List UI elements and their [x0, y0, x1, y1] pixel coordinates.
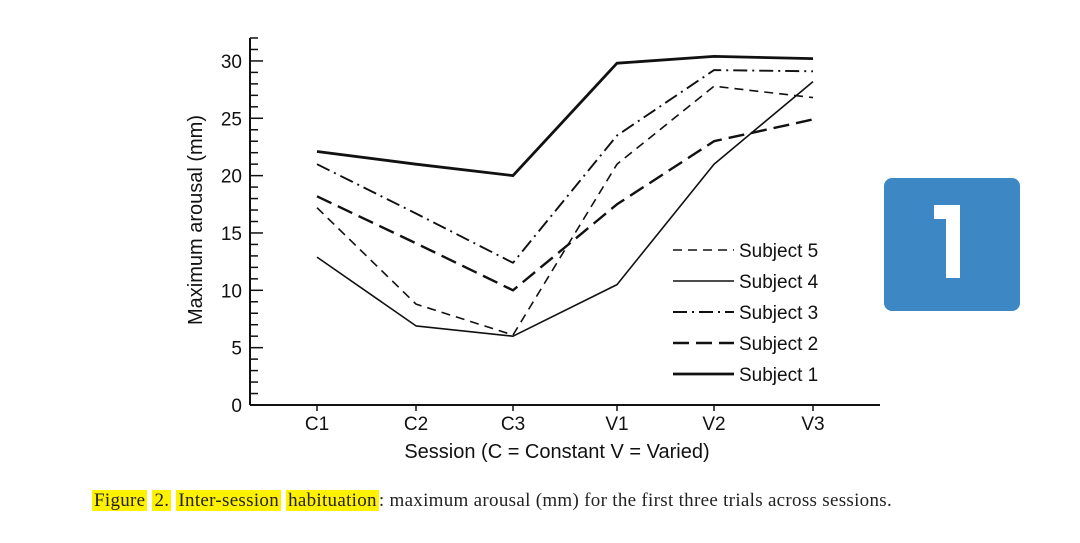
caption-title: Inter-session [176, 490, 281, 511]
y-axis-title: Maximum arousal (mm) [185, 115, 207, 325]
series-line [316, 69, 814, 264]
y-tick-label: 10 [221, 281, 242, 302]
badge-number: 1 [952, 297, 953, 299]
x-tick-label: V3 [801, 414, 824, 435]
legend-label: Subject 4 [739, 272, 819, 293]
caption-text: : maximum arousal (mm) for the first thr… [378, 490, 893, 511]
y-tick-label: 5 [231, 339, 242, 360]
legend: Subject 5 Subject 4 Subject 3 Subject 2 Subj… [673, 241, 819, 386]
number-badge: 1 [884, 178, 1020, 311]
legend-label: Subject 3 [739, 303, 818, 324]
caption-title-2: habituation [286, 490, 379, 511]
badge-digit-one [934, 205, 960, 278]
badge-number-graphic: 1 [934, 205, 960, 299]
x-tick-label: V2 [702, 414, 725, 435]
series-line [316, 85, 814, 336]
y-tick-label: 20 [221, 167, 242, 188]
series-line [316, 118, 814, 292]
legend-label: Subject 5 [739, 241, 818, 262]
legend-label: Subject 1 [739, 365, 818, 386]
x-tick-label: C1 [305, 414, 329, 435]
legend-label: Subject 2 [739, 334, 818, 355]
y-tick-label: 0 [231, 396, 242, 417]
y-tick-label: 30 [221, 52, 242, 73]
x-tick-label: C3 [501, 414, 525, 435]
caption-figure-label: Figure [92, 490, 148, 511]
y-tick-label: 15 [221, 224, 242, 245]
y-tick-label: 25 [221, 109, 242, 130]
figure-caption: Figure 2. Inter-session habituation: max… [92, 490, 892, 512]
x-tick-label: V1 [605, 414, 628, 435]
caption-figure-number: 2. [152, 490, 172, 511]
series-line [316, 80, 814, 338]
x-tick-label: C2 [404, 414, 428, 435]
x-axis-title: Session (C = Constant V = Varied) [404, 441, 709, 463]
x-axis-ticks: C1 C2 C3 V1 V2 V3 [305, 405, 825, 435]
y-axis-ticks: 0 5 10 15 20 25 30 [221, 37, 263, 417]
series-line [316, 55, 814, 178]
series-lines [316, 55, 814, 338]
